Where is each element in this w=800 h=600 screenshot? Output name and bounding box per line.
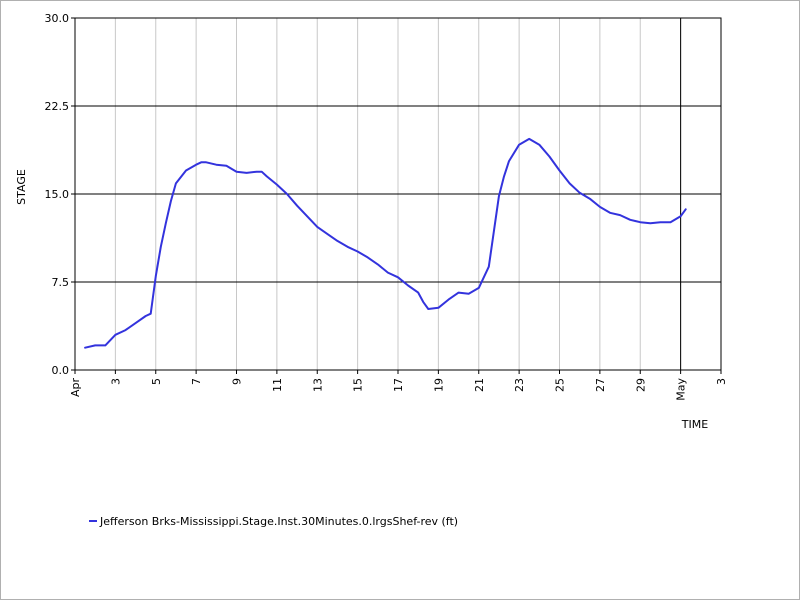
y-tick-label: 7.5 [52,276,70,289]
y-tick-labels: 0.0 7.5 15.0 22.5 30.0 [45,12,70,377]
x-tick-label: 5 [150,378,163,385]
x-tick-labels: Apr 3 5 7 9 11 13 15 17 19 21 23 25 27 29 May 3 [69,378,728,401]
x-tick-label: 19 [432,378,445,392]
y-tick-label: 0.0 [52,364,70,377]
x-tick-label: 11 [271,378,284,392]
y-axis-label: STAGE [15,169,28,205]
x-tick-label: 3 [109,378,122,385]
y-tick-label: 22.5 [45,100,70,113]
x-tick-label: 9 [231,378,244,385]
x-tick-label: 13 [311,378,324,392]
x-tick-label: 3 [715,378,728,385]
series-line-0 [84,137,687,349]
plot-border [74,17,722,371]
x-tick-label: 27 [594,378,607,392]
series-group [84,137,687,349]
x-tick-label: 15 [352,378,365,392]
x-tick-label: 23 [513,378,526,392]
x-tick-label: May [675,378,688,401]
x-tick-label: Apr [69,378,82,398]
x-tick-label: 21 [473,378,486,392]
x-tick-label: 17 [392,378,405,392]
y-tick-label: 15.0 [45,188,70,201]
x-axis-label: TIME [681,418,708,431]
x-tick-label: 7 [190,378,203,385]
x-tick-label: 25 [554,378,567,392]
y-tick-label: 30.0 [45,12,70,25]
legend: Jefferson Brks-Mississippi.Stage.Inst.30… [89,515,458,528]
legend-series-label: Jefferson Brks-Mississippi.Stage.Inst.30… [99,515,458,528]
x-tick-label: 29 [634,378,647,392]
